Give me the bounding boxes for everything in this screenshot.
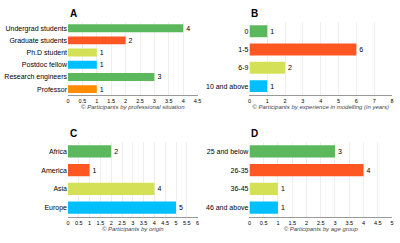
svg-text:5: 5 bbox=[337, 98, 340, 104]
svg-text:0.5: 0.5 bbox=[260, 220, 268, 226]
svg-text:Ph.D student: Ph.D student bbox=[27, 49, 68, 56]
svg-text:0.5: 0.5 bbox=[79, 98, 87, 104]
svg-text:1: 1 bbox=[93, 167, 97, 174]
svg-text:2: 2 bbox=[114, 148, 118, 155]
svg-text:4.5: 4.5 bbox=[374, 220, 382, 226]
svg-text:3: 3 bbox=[153, 98, 156, 104]
svg-text:46 and above: 46 and above bbox=[206, 204, 249, 211]
svg-text:26-35: 26-35 bbox=[231, 167, 249, 174]
svg-text:B: B bbox=[251, 8, 258, 19]
svg-text:1.5: 1.5 bbox=[97, 220, 105, 226]
svg-text:4: 4 bbox=[182, 98, 185, 104]
svg-text:1.5: 1.5 bbox=[107, 98, 115, 104]
svg-text:0.5: 0.5 bbox=[75, 220, 83, 226]
svg-text:25 and below: 25 and below bbox=[207, 148, 250, 155]
svg-text:2: 2 bbox=[124, 98, 127, 104]
svg-text:3: 3 bbox=[157, 73, 161, 80]
svg-text:4: 4 bbox=[157, 185, 161, 192]
svg-text:5: 5 bbox=[390, 220, 393, 226]
svg-text:2: 2 bbox=[305, 220, 308, 226]
svg-text:4.5: 4.5 bbox=[194, 98, 202, 104]
svg-text:6: 6 bbox=[355, 98, 358, 104]
svg-text:Research engineers: Research engineers bbox=[4, 73, 67, 81]
svg-text:1: 1 bbox=[276, 220, 279, 226]
svg-text:2.5: 2.5 bbox=[317, 220, 325, 226]
svg-text:1: 1 bbox=[88, 220, 91, 226]
svg-text:Europe: Europe bbox=[44, 204, 67, 212]
svg-text:2: 2 bbox=[110, 220, 113, 226]
svg-text:4: 4 bbox=[319, 98, 322, 104]
svg-text:3: 3 bbox=[333, 220, 336, 226]
svg-text:2.5: 2.5 bbox=[136, 98, 144, 104]
svg-text:3: 3 bbox=[301, 98, 304, 104]
svg-text:4: 4 bbox=[366, 167, 370, 174]
svg-text:© Participants by experience i: © Participants by experience in modellin… bbox=[252, 104, 389, 110]
svg-text:Postdoc fellow: Postdoc fellow bbox=[22, 61, 68, 68]
svg-text:America: America bbox=[41, 167, 67, 174]
svg-text:3.5: 3.5 bbox=[165, 98, 173, 104]
svg-text:0: 0 bbox=[245, 28, 249, 35]
svg-text:1: 1 bbox=[270, 83, 274, 90]
svg-text:8: 8 bbox=[390, 98, 393, 104]
svg-text:Undergrad students: Undergrad students bbox=[6, 25, 68, 33]
svg-text:© Participants by origin: © Participants by origin bbox=[102, 226, 164, 232]
svg-text:10 and above: 10 and above bbox=[206, 83, 249, 90]
svg-text:1-5: 1-5 bbox=[238, 46, 248, 53]
svg-text:1: 1 bbox=[281, 204, 285, 211]
svg-text:1: 1 bbox=[270, 28, 274, 35]
svg-text:0: 0 bbox=[248, 220, 251, 226]
svg-text:6: 6 bbox=[196, 220, 199, 226]
svg-text:4.5: 4.5 bbox=[161, 220, 169, 226]
svg-text:5.5: 5.5 bbox=[183, 220, 191, 226]
svg-text:© Participants by professional: © Participants by professional situation bbox=[81, 104, 185, 110]
svg-text:0: 0 bbox=[248, 98, 251, 104]
svg-text:2: 2 bbox=[284, 98, 287, 104]
svg-text:6: 6 bbox=[359, 46, 363, 53]
svg-text:5: 5 bbox=[179, 204, 183, 211]
svg-text:0: 0 bbox=[66, 220, 69, 226]
svg-text:1.5: 1.5 bbox=[288, 220, 296, 226]
svg-text:1: 1 bbox=[95, 98, 98, 104]
svg-text:4: 4 bbox=[153, 220, 156, 226]
svg-text:7: 7 bbox=[373, 98, 376, 104]
svg-text:© Participants by age group: © Participants by age group bbox=[284, 226, 359, 232]
svg-text:1: 1 bbox=[100, 49, 104, 56]
svg-text:1: 1 bbox=[281, 185, 285, 192]
svg-text:36-45: 36-45 bbox=[231, 185, 249, 192]
svg-text:1: 1 bbox=[266, 98, 269, 104]
svg-text:Graduate students: Graduate students bbox=[9, 37, 67, 44]
svg-text:Asia: Asia bbox=[53, 185, 67, 192]
svg-text:3: 3 bbox=[131, 220, 134, 226]
svg-text:D: D bbox=[251, 128, 258, 139]
svg-text:3.5: 3.5 bbox=[345, 220, 353, 226]
svg-text:C: C bbox=[70, 128, 77, 139]
svg-text:4: 4 bbox=[186, 25, 190, 32]
svg-text:3.5: 3.5 bbox=[140, 220, 148, 226]
svg-text:3: 3 bbox=[338, 148, 342, 155]
svg-text:2: 2 bbox=[129, 37, 133, 44]
svg-text:Professor: Professor bbox=[37, 86, 68, 93]
svg-text:1: 1 bbox=[100, 61, 104, 68]
svg-text:6-9: 6-9 bbox=[238, 64, 248, 71]
svg-text:A: A bbox=[70, 8, 77, 19]
svg-text:1: 1 bbox=[100, 86, 104, 93]
svg-text:0: 0 bbox=[66, 98, 69, 104]
svg-text:2: 2 bbox=[288, 64, 292, 71]
svg-text:5: 5 bbox=[174, 220, 177, 226]
svg-text:2.5: 2.5 bbox=[118, 220, 126, 226]
svg-text:4: 4 bbox=[362, 220, 365, 226]
svg-text:Africa: Africa bbox=[49, 148, 67, 155]
